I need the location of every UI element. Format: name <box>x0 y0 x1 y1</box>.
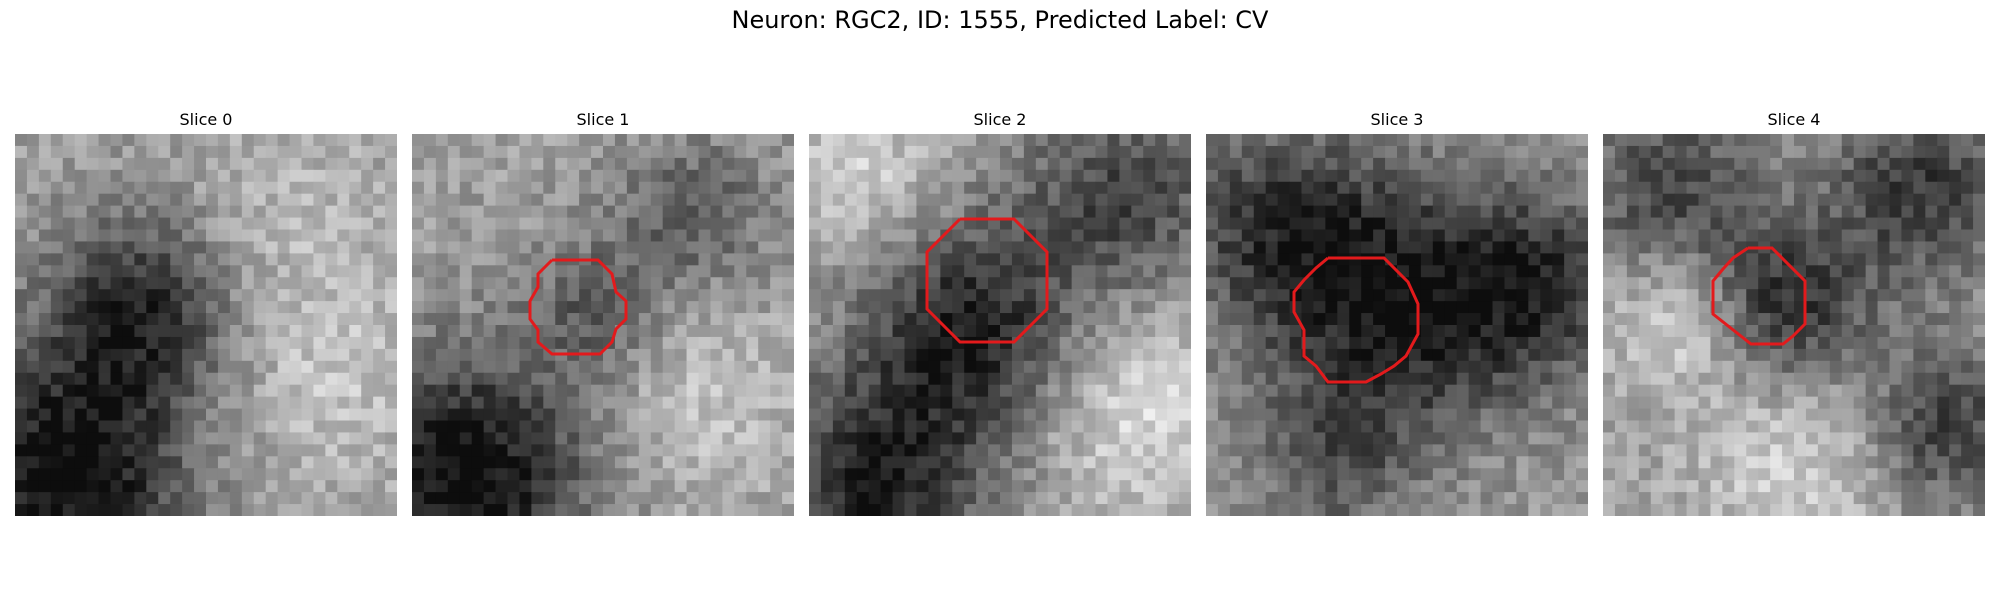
panel-title: Slice 1 <box>576 110 630 129</box>
panel-title: Slice 4 <box>1767 110 1821 129</box>
panel-title: Slice 2 <box>973 110 1027 129</box>
slice-1-image <box>412 134 794 516</box>
pixel-texture <box>809 134 1191 516</box>
panel-slice-0: Slice 0 <box>15 108 397 516</box>
cell-outline <box>1292 256 1420 384</box>
panel-slice-1: Slice 1 <box>412 108 794 516</box>
slice-3-image <box>1206 134 1588 516</box>
slice-4-image <box>1603 134 1985 516</box>
pixel-texture <box>1603 134 1985 516</box>
panel-slice-4: Slice 4 <box>1603 108 1985 516</box>
cell-outline <box>528 258 628 356</box>
panel-title: Slice 3 <box>1370 110 1424 129</box>
figure-title: Neuron: RGC2, ID: 1555, Predicted Label:… <box>731 6 1269 34</box>
cell-outline <box>925 217 1049 344</box>
panel-title: Slice 0 <box>179 110 233 129</box>
pixel-texture <box>1206 134 1588 516</box>
cell-outline <box>1711 246 1807 346</box>
slice-2-image <box>809 134 1191 516</box>
panel-slice-3: Slice 3 <box>1206 108 1588 516</box>
panel-slice-2: Slice 2 <box>809 108 1191 516</box>
pixel-texture <box>15 134 397 516</box>
pixel-texture <box>412 134 794 516</box>
slice-0-image <box>15 134 397 516</box>
